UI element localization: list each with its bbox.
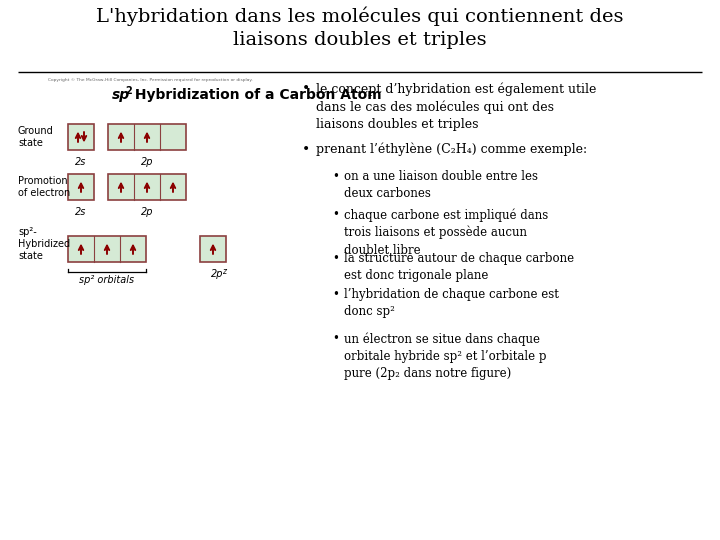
Text: L'hybridation dans les molécules qui contiennent des
liaisons doubles et triples: L'hybridation dans les molécules qui con… [96, 7, 624, 49]
Bar [108, 174, 186, 200]
Text: sp: sp [112, 88, 130, 102]
Text: 2p: 2p [211, 269, 223, 279]
Bar [68, 236, 146, 262]
Text: on a une liaison double entre les
deux carbones: on a une liaison double entre les deux c… [344, 170, 538, 200]
Text: la structure autour de chaque carbone
est donc trigonale plane: la structure autour de chaque carbone es… [344, 252, 574, 282]
Text: •: • [332, 332, 339, 345]
Text: prenant l’éthylène (C₂H₄) comme exemple:: prenant l’éthylène (C₂H₄) comme exemple: [316, 143, 587, 157]
Text: •: • [302, 143, 310, 157]
Text: 2p: 2p [140, 157, 153, 167]
Text: chaque carbone est impliqué dans
trois liaisons et possède aucun
doublet libre: chaque carbone est impliqué dans trois l… [344, 208, 548, 256]
Bar [200, 236, 226, 262]
Text: •: • [332, 208, 339, 221]
Text: •: • [332, 252, 339, 265]
Text: Copyright © The McGraw-Hill Companies, Inc. Permission required for reproduction: Copyright © The McGraw-Hill Companies, I… [48, 78, 253, 82]
Text: 2p: 2p [140, 207, 153, 217]
Text: sp²-
Hybridized
state: sp²- Hybridized state [18, 227, 70, 261]
Bar [68, 124, 94, 150]
Text: •: • [332, 288, 339, 301]
Text: •: • [332, 170, 339, 183]
Text: Hybridization of a Carbon Atom: Hybridization of a Carbon Atom [130, 88, 382, 102]
Text: •: • [302, 82, 310, 96]
Text: 2: 2 [125, 86, 132, 96]
Text: le concept d’hybridation est également utile
dans le cas des molécules qui ont d: le concept d’hybridation est également u… [316, 82, 596, 131]
Text: z: z [222, 267, 226, 276]
Text: 2s: 2s [76, 207, 86, 217]
Text: l’hybridation de chaque carbone est
donc sp²: l’hybridation de chaque carbone est donc… [344, 288, 559, 318]
Bar [68, 174, 94, 200]
Text: un électron se situe dans chaque
orbitale hybride sp² et l’orbitale p
pure (2p₂ : un électron se situe dans chaque orbital… [344, 332, 546, 380]
Bar [108, 124, 186, 150]
Text: sp² orbitals: sp² orbitals [79, 275, 135, 285]
Text: Ground
state: Ground state [18, 126, 54, 148]
Text: 2s: 2s [76, 157, 86, 167]
Text: Promotion
of electron: Promotion of electron [18, 176, 71, 198]
